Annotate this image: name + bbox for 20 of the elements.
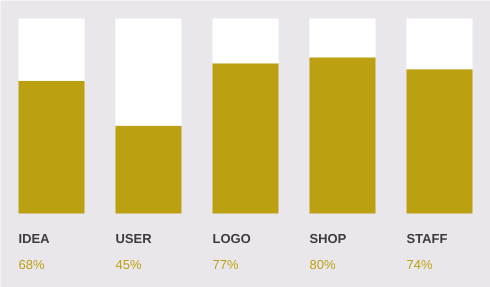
- data-label: 45%: [116, 257, 142, 272]
- data-label: 74%: [406, 257, 433, 272]
- bar: [116, 18, 182, 126]
- bar: [212, 63, 278, 214]
- bar: [18, 18, 84, 81]
- bar: [116, 126, 182, 214]
- bar: [212, 18, 278, 64]
- x-tick-label: SHOP: [310, 231, 347, 246]
- x-tick-label: LOGO: [212, 231, 251, 246]
- bar: [310, 58, 376, 214]
- bar: [406, 18, 472, 70]
- data-label: 80%: [310, 257, 336, 272]
- x-tick-label: STAFF: [406, 231, 448, 246]
- bar: [18, 80, 84, 214]
- x-tick-label: USER: [116, 231, 152, 246]
- bar: [310, 18, 376, 58]
- bar: [406, 69, 472, 214]
- x-tick-label: IDEA: [18, 231, 50, 246]
- data-label: 68%: [18, 257, 45, 272]
- data-label: 77%: [212, 257, 239, 272]
